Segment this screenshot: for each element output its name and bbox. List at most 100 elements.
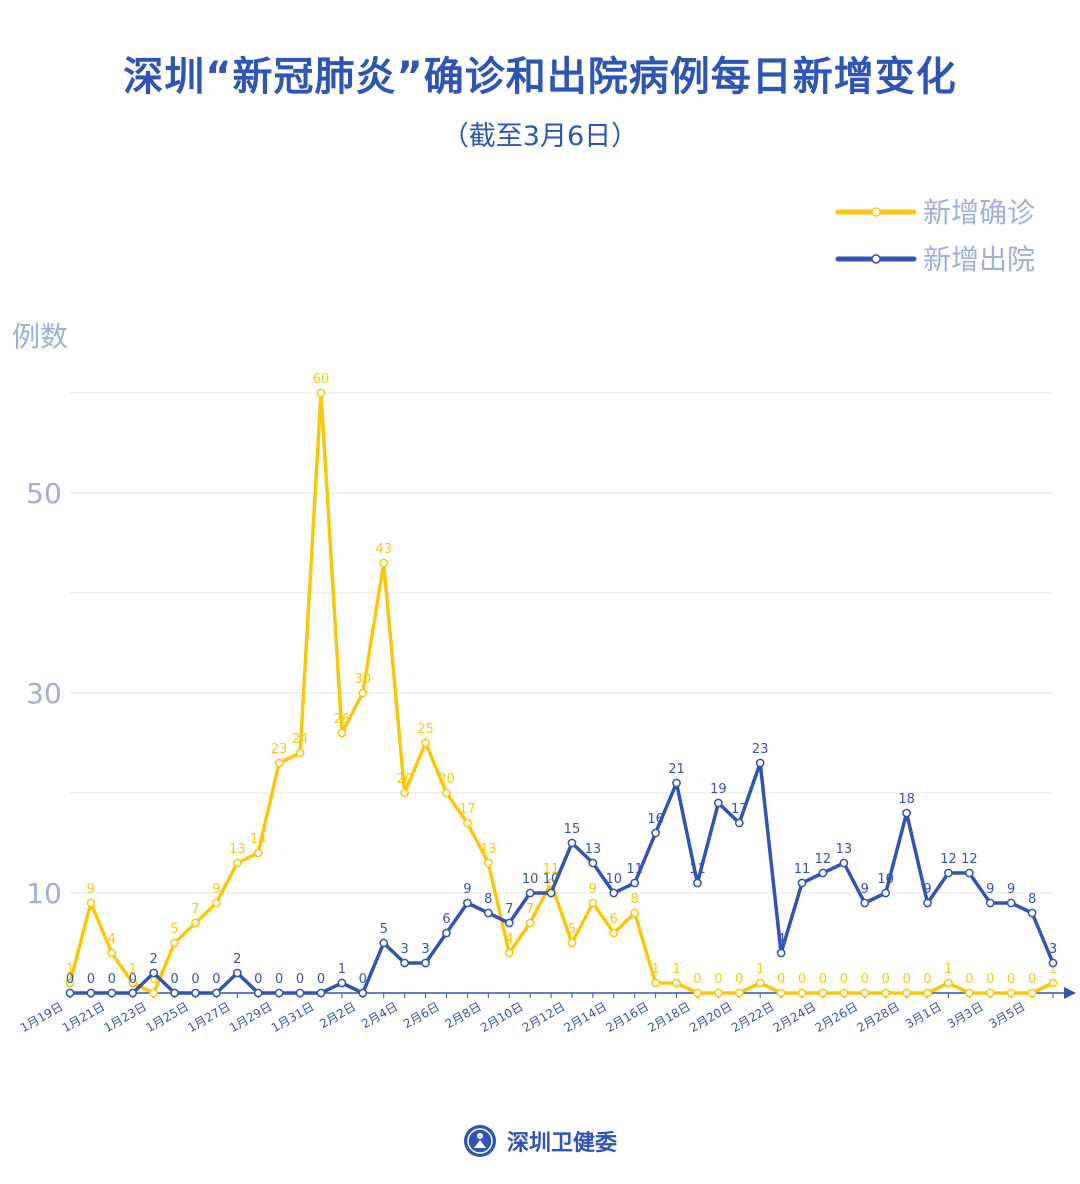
data-label: 0	[819, 972, 827, 987]
data-label: 7	[191, 902, 199, 917]
data-label: 11	[543, 862, 560, 877]
data-label: 0	[212, 972, 220, 987]
data-label: 0	[150, 972, 158, 987]
data-point	[609, 888, 619, 898]
data-label: 11	[794, 862, 811, 877]
y-axis-label: 例数	[12, 320, 68, 353]
data-point	[755, 758, 765, 768]
data-point	[421, 738, 430, 748]
data-point	[483, 858, 493, 868]
data-label: 9	[923, 882, 931, 897]
data-label: 5	[380, 922, 388, 937]
data-label: 2	[233, 952, 241, 967]
data-label: 0	[777, 972, 785, 987]
data-point	[714, 798, 723, 808]
data-point	[985, 988, 995, 998]
data-point	[567, 838, 577, 848]
data-label: 1	[944, 962, 952, 977]
data-point	[672, 778, 681, 788]
data-label: 2	[150, 952, 158, 967]
series-line-1	[68, 761, 1055, 995]
x-tick-label: 2月10日	[478, 999, 526, 1035]
data-point	[253, 988, 263, 998]
data-label: 20	[396, 772, 413, 787]
data-label: 1	[129, 962, 137, 977]
data-point	[1048, 978, 1058, 988]
data-point	[65, 978, 75, 988]
x-tick-label: 2月2日	[317, 999, 358, 1031]
data-point	[860, 988, 870, 998]
data-point	[400, 788, 409, 798]
data-label: 11	[626, 862, 643, 877]
data-label: 0	[693, 972, 701, 987]
data-point	[463, 818, 472, 828]
data-label: 8	[631, 892, 639, 907]
data-point	[881, 888, 891, 898]
data-label: 0	[296, 972, 304, 987]
data-label: 1	[338, 962, 346, 977]
data-point	[714, 988, 723, 998]
data-label: 0	[129, 972, 137, 987]
data-label: 9	[1007, 882, 1015, 897]
data-label: 4	[777, 932, 785, 947]
x-tick-label: 2月18日	[645, 999, 693, 1035]
data-label: 25	[417, 722, 434, 737]
data-point	[902, 988, 911, 998]
data-label: 0	[170, 972, 178, 987]
data-label: 0	[735, 972, 743, 987]
data-label: 9	[861, 882, 869, 897]
data-label: 0	[87, 972, 95, 987]
data-point	[839, 988, 849, 998]
data-point	[128, 988, 138, 998]
line-chart: 103050例数1月19日1月21日1月23日1月25日1月27日1月29日1月…	[12, 196, 1076, 1035]
data-label: 18	[898, 792, 915, 807]
data-point	[232, 858, 242, 868]
data-point	[944, 978, 953, 988]
data-label: 3	[400, 942, 408, 957]
x-tick-label: 2月24日	[771, 999, 819, 1035]
legend-marker	[871, 254, 881, 264]
x-tick-label: 2月4日	[359, 999, 400, 1031]
data-label: 0	[798, 972, 806, 987]
data-label: 10	[877, 872, 894, 887]
data-point	[797, 878, 807, 888]
data-point	[379, 558, 389, 568]
x-tick-label: 2月22日	[729, 999, 777, 1035]
data-label: 60	[313, 372, 330, 387]
data-label: 0	[986, 972, 994, 987]
data-label: 6	[610, 912, 618, 927]
data-point	[546, 888, 556, 898]
y-tick-label: 50	[26, 477, 62, 510]
x-tick-label: 1月21日	[60, 999, 108, 1035]
data-label: 1	[672, 962, 680, 977]
data-point	[985, 898, 995, 908]
data-point	[212, 898, 221, 908]
data-point	[149, 968, 159, 978]
data-point	[170, 938, 179, 948]
source-label: 深圳卫健委	[506, 1131, 617, 1156]
data-label: 8	[1028, 892, 1036, 907]
legend-label: 新增确诊	[923, 196, 1035, 229]
x-tick-label: 2月6日	[401, 999, 442, 1031]
data-label: 1	[651, 962, 659, 977]
data-label: 13	[585, 842, 602, 857]
data-point	[212, 988, 221, 998]
data-point	[358, 988, 368, 998]
data-point	[651, 828, 660, 838]
data-point	[483, 908, 493, 918]
data-label: 9	[87, 882, 95, 897]
data-point	[525, 888, 535, 898]
x-tick-label: 3月3日	[945, 999, 986, 1031]
data-label: 11	[689, 862, 706, 877]
legend-label: 新增出院	[923, 243, 1035, 276]
data-label: 30	[355, 672, 372, 687]
data-label: 15	[564, 822, 581, 837]
health-commission-logo-icon	[463, 1125, 496, 1157]
data-label: 9	[212, 882, 220, 897]
data-point	[191, 918, 200, 928]
data-point	[504, 918, 514, 928]
data-label: 4	[108, 932, 116, 947]
x-tick-label: 1月19日	[18, 999, 66, 1035]
data-label: 10	[543, 872, 560, 887]
data-label: 9	[986, 882, 994, 897]
